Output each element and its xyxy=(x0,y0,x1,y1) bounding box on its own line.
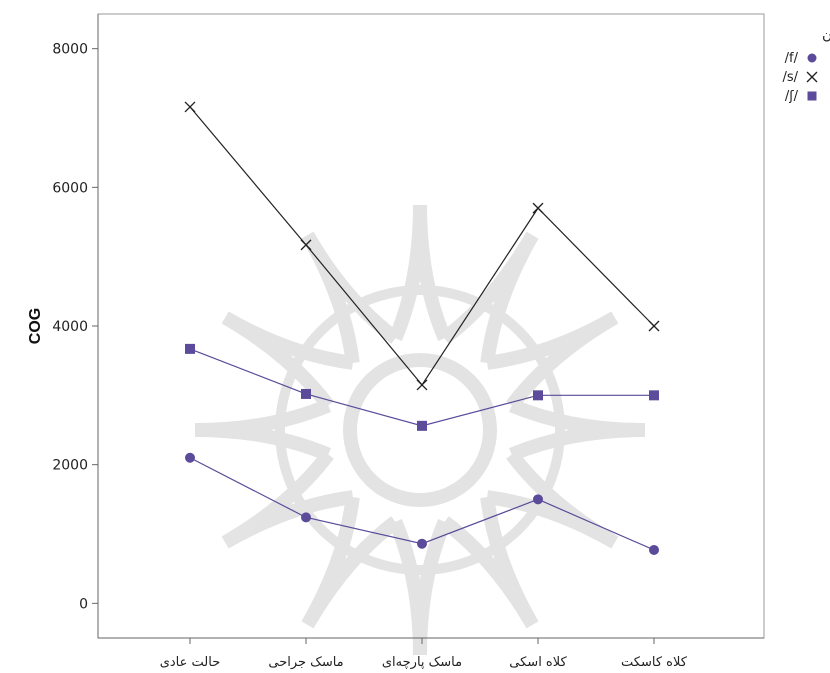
y-tick-label: 2000 xyxy=(52,458,88,474)
data-point xyxy=(533,494,543,505)
y-axis-ticks: 0 2000 4000 6000 8000 xyxy=(52,42,98,612)
legend-title: همخوان xyxy=(822,27,830,43)
y-tick-label: 0 xyxy=(79,596,88,612)
marker-stroke xyxy=(532,202,544,214)
data-point xyxy=(184,101,196,113)
watermark-ring xyxy=(343,353,497,507)
y-axis-title: COG xyxy=(27,308,44,344)
data-point xyxy=(648,320,660,332)
y-tick-label: 4000 xyxy=(52,319,88,335)
x-tick-label: حالت عادی xyxy=(160,655,221,670)
legend-label: /f/ xyxy=(785,51,799,66)
x-tick-label: کلاه اسکی xyxy=(509,655,567,670)
data-point xyxy=(533,390,543,401)
data-point xyxy=(416,379,428,391)
x-axis-ticks: حالت عادی ماسک جراحی ماسک پارچه‌ای کلاه اسک… xyxy=(160,638,688,670)
data-point xyxy=(532,202,544,214)
data-point xyxy=(417,420,427,431)
data-point xyxy=(301,388,311,399)
legend-marker xyxy=(806,71,818,83)
marker-stroke xyxy=(184,101,196,113)
legend-marker xyxy=(807,53,817,63)
data-point xyxy=(300,239,312,251)
watermark-petal xyxy=(388,204,452,341)
y-tick-label: 8000 xyxy=(52,42,88,58)
marker-stroke xyxy=(300,239,312,251)
data-point xyxy=(301,512,311,523)
data-point xyxy=(417,538,427,549)
marker-stroke xyxy=(806,71,818,83)
data-point xyxy=(649,544,659,555)
marker-stroke xyxy=(416,379,428,391)
marker-stroke xyxy=(648,320,660,332)
watermark-ring xyxy=(275,285,565,575)
series-layer xyxy=(184,101,660,555)
data-point xyxy=(185,452,195,463)
data-point xyxy=(649,390,659,401)
legend-label: /s/ xyxy=(782,70,798,85)
legend-label: /ʃ/ xyxy=(785,89,799,104)
watermark-petal xyxy=(509,398,646,462)
data-point xyxy=(185,343,195,354)
x-tick-label: کلاه کاسکت xyxy=(621,655,688,670)
legend: همخوان /f/ /s/ /ʃ/ xyxy=(782,27,830,104)
x-tick-label: ماسک پارچه‌ای xyxy=(382,655,462,670)
x-tick-label: ماسک جراحی xyxy=(268,655,343,670)
legend-marker xyxy=(807,91,817,101)
y-tick-label: 6000 xyxy=(52,180,88,196)
watermark-petal xyxy=(194,398,331,462)
watermark-petal xyxy=(388,519,452,656)
